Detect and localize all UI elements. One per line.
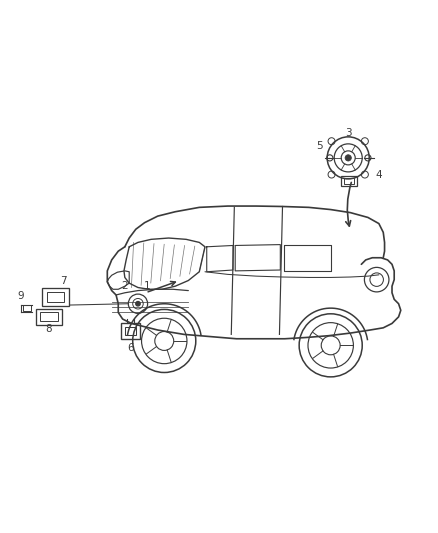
Text: 4: 4	[375, 169, 382, 180]
Bar	[23, 305, 31, 311]
Text: 8: 8	[46, 324, 53, 334]
Bar	[344, 178, 354, 184]
Bar	[121, 323, 140, 339]
Bar	[47, 292, 64, 302]
Bar	[36, 309, 62, 325]
Circle shape	[136, 302, 140, 306]
Bar	[42, 288, 69, 306]
Text: 1: 1	[143, 281, 150, 291]
Bar	[125, 327, 136, 335]
Bar	[341, 176, 357, 187]
Text: 5: 5	[316, 141, 323, 151]
Text: 6: 6	[127, 343, 134, 352]
Circle shape	[345, 155, 351, 161]
Text: 3: 3	[345, 128, 352, 138]
Text: 7: 7	[60, 276, 67, 286]
Text: 9: 9	[18, 291, 25, 301]
Text: 2: 2	[121, 281, 128, 291]
Bar	[40, 312, 58, 321]
